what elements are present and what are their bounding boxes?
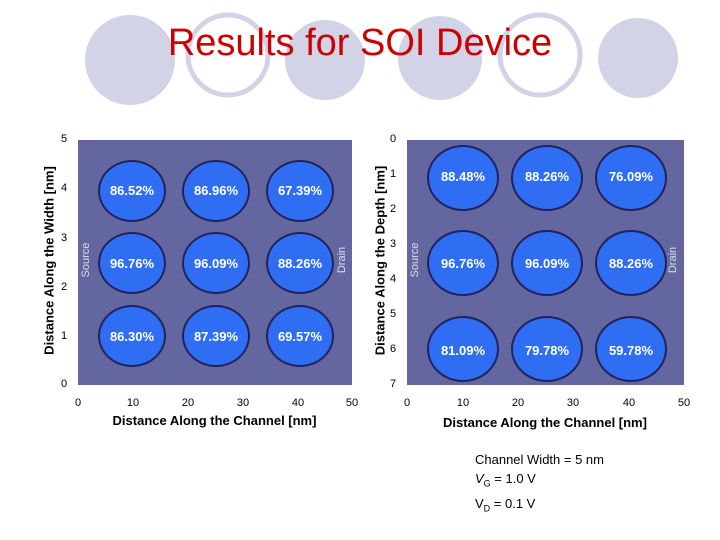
channel-width-line: Channel Width = 5 nm <box>475 452 604 467</box>
cell-value: 88.48% <box>440 169 486 184</box>
mc-cell <box>511 145 583 211</box>
y-axis-title: Distance Along the Depth [nm] <box>372 165 388 356</box>
y-tick: 3 <box>60 232 68 244</box>
y-tick: 7 <box>389 378 397 390</box>
cell-value: 96.09% <box>524 256 570 271</box>
cell-value: 86.96% <box>193 183 239 198</box>
cell-value: 96.76% <box>440 256 486 271</box>
x-tick: 30 <box>236 397 250 409</box>
mc-cell <box>595 230 667 296</box>
y-tick: 1 <box>389 168 397 180</box>
source-label: Source <box>80 242 92 278</box>
decor-ring <box>185 12 271 98</box>
cell-value: 81.09% <box>440 343 486 358</box>
decor-circle <box>285 20 365 100</box>
cell-value: 79.78% <box>524 343 570 358</box>
vd-subscript: D <box>483 503 491 514</box>
header-decoration <box>85 12 678 105</box>
mc-cell <box>98 160 166 222</box>
y-tick: 5 <box>60 133 68 145</box>
mc-cell <box>511 316 583 382</box>
y-tick: 3 <box>389 238 397 250</box>
mc-cell <box>266 160 334 222</box>
y-tick: 0 <box>389 133 397 145</box>
x-tick: 10 <box>456 397 470 409</box>
decor-ring <box>497 12 583 98</box>
cell-value: 96.76% <box>109 256 155 271</box>
x-tick: 40 <box>291 397 305 409</box>
vd-value: = 0.1 V <box>490 495 536 511</box>
x-tick: 50 <box>345 397 359 409</box>
mc-cell <box>595 145 667 211</box>
mc-cell <box>182 305 250 367</box>
cell-value: 88.26% <box>524 169 570 184</box>
x-tick: 50 <box>677 397 691 409</box>
x-tick: 20 <box>181 397 195 409</box>
cell-value: 86.30% <box>109 329 155 344</box>
x-tick: 20 <box>511 397 525 409</box>
y-tick: 4 <box>60 182 68 194</box>
mc-cell <box>98 232 166 294</box>
cell-value: 88.26% <box>277 256 323 271</box>
mc-cell <box>266 305 334 367</box>
vd-symbol: V <box>475 495 484 511</box>
y-axis-title: Distance Along the Width [nm] <box>41 166 57 355</box>
mc-cell <box>427 145 499 211</box>
mc-cell <box>182 232 250 294</box>
simulation-parameters: Channel Width = 5 nm VG = 1.0 V VD = 0.1… <box>475 450 604 518</box>
mc-cell <box>427 230 499 296</box>
decor-circle <box>598 18 678 98</box>
vg-symbol: V <box>475 471 484 486</box>
y-tick: 0 <box>60 378 68 390</box>
cell-value: 86.52% <box>109 183 155 198</box>
cell-value: 67.39% <box>277 183 323 198</box>
decor-circle <box>398 16 482 100</box>
drain-voltage-line: VD = 0.1 V <box>475 494 604 519</box>
x-axis-title: Distance Along the Channel [nm] <box>112 413 317 428</box>
y-tick: 2 <box>389 203 397 215</box>
y-tick: 4 <box>389 273 397 285</box>
vg-value: = 1.0 V <box>490 471 536 486</box>
mc-cell <box>98 305 166 367</box>
mc-cell <box>427 316 499 382</box>
page-title: Results for SOI Device <box>167 22 553 64</box>
width-plot: Source Drain 86.52% 86.96% 67.39% 96.76%… <box>78 140 352 385</box>
x-axis-title: Distance Along the Channel [nm] <box>443 415 647 430</box>
mc-cell <box>266 232 334 294</box>
y-tick: 2 <box>60 281 68 293</box>
cell-value: 96.09% <box>193 256 239 271</box>
mc-cell <box>595 316 667 382</box>
cell-value: 59.78% <box>608 343 654 358</box>
y-tick: 6 <box>389 343 397 355</box>
decor-circle <box>85 15 175 105</box>
depth-plot: Source Drain 88.48% 88.26% 76.09% 96.76%… <box>407 140 684 385</box>
mc-cell <box>182 160 250 222</box>
x-tick: 0 <box>74 397 82 409</box>
cell-value: 76.09% <box>608 169 654 184</box>
y-tick: 5 <box>389 308 397 320</box>
cell-value: 88.26% <box>608 256 654 271</box>
gate-voltage-line: VG = 1.0 V <box>475 469 604 494</box>
x-tick: 0 <box>403 397 411 409</box>
cell-value: 69.57% <box>277 329 323 344</box>
cell-value: 87.39% <box>193 329 239 344</box>
drain-label: Drain <box>336 246 348 274</box>
mc-cell <box>511 230 583 296</box>
vg-subscript: G <box>483 478 491 489</box>
x-tick: 40 <box>622 397 636 409</box>
y-tick: 1 <box>60 330 68 342</box>
x-tick: 10 <box>126 397 140 409</box>
source-label: Source <box>409 242 421 278</box>
x-tick: 30 <box>566 397 580 409</box>
drain-label: Drain <box>667 246 679 274</box>
